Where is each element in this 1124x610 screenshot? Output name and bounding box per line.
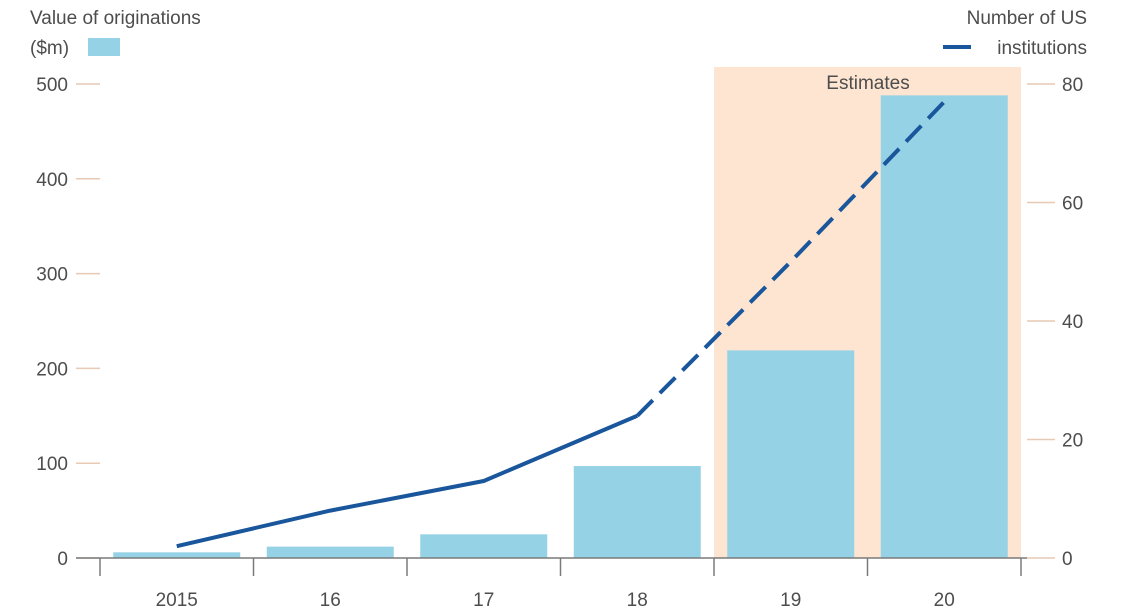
bar-legend-swatch bbox=[88, 38, 120, 56]
bars-layer bbox=[113, 95, 1008, 558]
bar-19 bbox=[727, 350, 855, 558]
left-tick-label: 500 bbox=[36, 75, 68, 96]
x-axis-layer bbox=[76, 557, 1027, 576]
x-tick-label-2015: 2015 bbox=[156, 590, 198, 610]
right-tick-label: 80 bbox=[1062, 75, 1083, 96]
bar-20 bbox=[880, 95, 1008, 558]
institutions-line-estimate bbox=[635, 100, 946, 418]
left-tick-label: 200 bbox=[36, 359, 68, 380]
right-tick-label: 40 bbox=[1062, 312, 1083, 333]
x-tick-label-16: 16 bbox=[320, 590, 341, 610]
bar-17 bbox=[420, 534, 548, 558]
right-axis-title-line2: institutions bbox=[997, 38, 1087, 59]
bar-18 bbox=[573, 466, 701, 558]
left-axis-title-line1: Value of originations bbox=[30, 8, 201, 29]
right-tick-label: 60 bbox=[1062, 194, 1083, 215]
left-tick-label: 300 bbox=[36, 265, 68, 286]
right-tick-label: 0 bbox=[1062, 549, 1073, 570]
estimates-label: Estimates bbox=[826, 73, 909, 94]
left-tick-label: 100 bbox=[36, 454, 68, 475]
institutions-line-actual bbox=[176, 413, 639, 549]
line-layer bbox=[176, 100, 946, 549]
tick-marks-layer bbox=[76, 83, 1055, 559]
right-axis-title-line1: Number of US bbox=[967, 8, 1087, 29]
left-tick-label: 0 bbox=[57, 549, 68, 570]
left-axis-title-line2: ($m) bbox=[30, 38, 69, 59]
left-tick-label: 400 bbox=[36, 170, 68, 191]
x-tick-label-17: 17 bbox=[473, 590, 494, 610]
x-tick-label-18: 18 bbox=[627, 590, 648, 610]
x-tick-label-19: 19 bbox=[780, 590, 801, 610]
x-tick-label-20: 20 bbox=[934, 590, 955, 610]
labels-layer: 0 100 200 300 400 500 0 20 40 60 80 2015 16 17 18 19 20 bbox=[36, 75, 1083, 610]
right-tick-label: 20 bbox=[1062, 431, 1083, 452]
bar-2015 bbox=[113, 552, 241, 558]
bar-16 bbox=[266, 546, 394, 558]
